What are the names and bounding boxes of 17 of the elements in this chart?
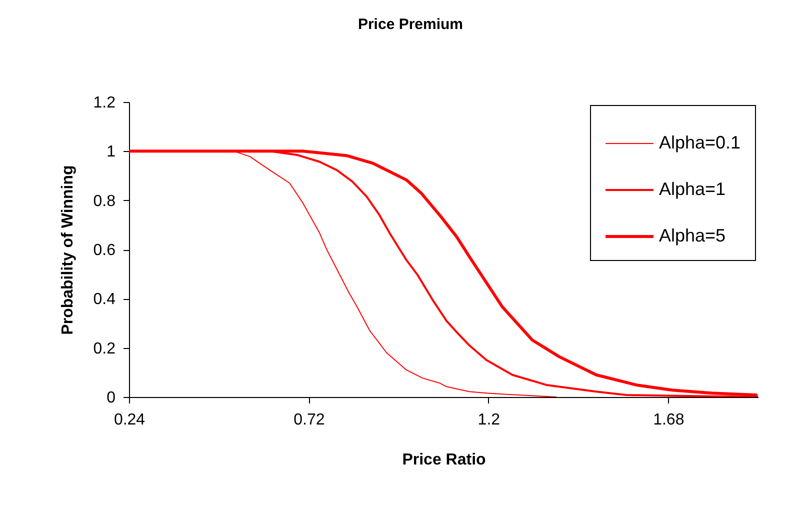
- y-tick-label: 1.2: [93, 94, 116, 112]
- x-tick-label: 0.72: [294, 412, 325, 428]
- legend-label: Alpha=0.1: [659, 132, 741, 152]
- y-axis-title: Probability of Winning: [59, 165, 76, 335]
- x-tick-label: 1.68: [653, 412, 684, 428]
- y-tick-label: 0.2: [93, 340, 116, 358]
- legend-label: Alpha=1: [659, 179, 726, 199]
- y-tick-label: 1: [106, 144, 116, 161]
- x-axis-title: Price Ratio: [402, 452, 486, 468]
- x-tick-label: 0.24: [114, 412, 146, 428]
- y-tick-label: 0.8: [93, 192, 116, 210]
- y-tick-label: 0: [106, 390, 116, 406]
- y-tick-label: 0.6: [93, 242, 116, 259]
- y-tick-label: 0.4: [93, 291, 116, 308]
- legend-label: Alpha=5: [659, 226, 726, 246]
- x-tick-label: 1.2: [478, 412, 500, 428]
- chart-title: Price Premium: [358, 16, 464, 33]
